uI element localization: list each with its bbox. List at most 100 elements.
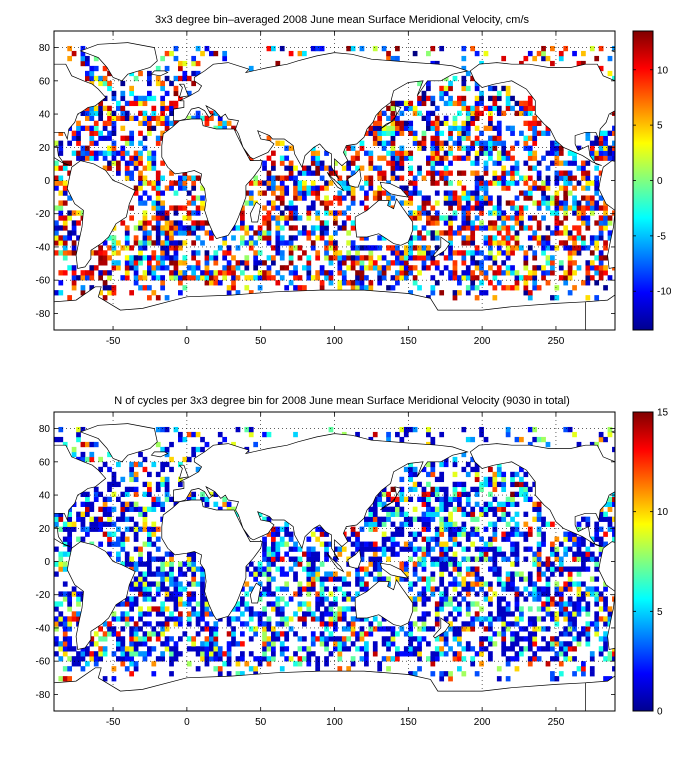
data-cell (483, 556, 489, 562)
data-cell (501, 215, 507, 221)
data-cell (129, 651, 135, 657)
data-cell (337, 175, 343, 181)
data-cell (377, 155, 383, 161)
data-cell (474, 571, 480, 577)
data-cell (279, 225, 285, 231)
data-cell (284, 285, 290, 291)
data-cell (505, 576, 511, 582)
data-cell (231, 636, 236, 642)
data-cell (350, 641, 356, 647)
data-cell (426, 511, 431, 517)
data-cell (288, 260, 294, 266)
data-cell (262, 636, 267, 642)
data-cell (488, 476, 493, 483)
data-cell (178, 205, 183, 211)
data-cell (107, 290, 112, 296)
data-cell (54, 230, 59, 236)
data-cell (133, 270, 139, 276)
data-cell (505, 531, 511, 537)
data-cell (333, 210, 338, 216)
data-cell (310, 185, 316, 191)
data-cell (62, 521, 68, 527)
data-cell (359, 260, 365, 266)
data-cell (297, 581, 303, 587)
data-cell (470, 616, 476, 622)
data-cell (572, 536, 577, 542)
data-cell (563, 180, 569, 186)
data-cell (160, 606, 166, 612)
data-cell (594, 616, 600, 622)
data-cell (483, 581, 489, 587)
data-cell (510, 541, 515, 547)
data-cell (346, 591, 352, 597)
data-cell (527, 576, 533, 582)
data-cell (519, 606, 524, 612)
data-cell (483, 626, 489, 632)
data-cell (67, 210, 73, 216)
data-cell (178, 601, 183, 607)
data-cell (563, 170, 569, 176)
data-cell (240, 621, 245, 627)
data-cell (514, 511, 520, 517)
data-cell (479, 511, 484, 517)
data-cell (315, 195, 321, 201)
data-cell (492, 471, 498, 478)
data-cell (448, 676, 453, 682)
data-cell (182, 586, 188, 592)
data-cell (403, 120, 409, 126)
data-cell (209, 651, 214, 657)
data-cell (297, 285, 303, 291)
data-cell (492, 140, 498, 146)
data-cell (412, 601, 418, 607)
data-cell (470, 170, 476, 176)
data-cell (377, 245, 383, 251)
data-cell (496, 676, 502, 682)
data-cell (98, 626, 104, 632)
data-cell (67, 616, 73, 622)
data-cell (297, 661, 303, 667)
data-cell (536, 200, 542, 206)
data-cell (421, 260, 427, 266)
data-cell (505, 646, 511, 652)
data-cell (545, 556, 551, 562)
data-cell (178, 175, 183, 181)
data-cell (501, 486, 507, 493)
data-cell (310, 160, 316, 166)
data-cell (319, 576, 325, 582)
data-cell (372, 265, 378, 271)
data-cell (111, 471, 117, 478)
data-cell (164, 646, 170, 652)
data-cell (310, 546, 316, 552)
data-cell (262, 591, 267, 597)
data-cell (607, 70, 613, 77)
data-cell (603, 225, 608, 231)
data-cell (324, 150, 329, 156)
data-cell (315, 536, 321, 542)
data-cell (200, 601, 205, 607)
data-cell (381, 641, 387, 647)
data-cell (470, 466, 476, 473)
data-cell (337, 210, 343, 216)
data-cell (341, 626, 347, 632)
data-cell (359, 526, 365, 532)
data-cell (527, 145, 533, 151)
data-cell (465, 210, 471, 216)
data-cell (231, 270, 236, 276)
data-cell (408, 120, 414, 126)
data-cell (54, 165, 59, 171)
data-cell (545, 441, 551, 448)
data-cell (297, 230, 303, 236)
data-cell (514, 280, 520, 286)
data-cell (496, 265, 502, 271)
data-cell (173, 205, 179, 211)
data-cell (319, 581, 325, 587)
data-cell (85, 155, 90, 161)
data-cell (306, 556, 312, 562)
data-cell (563, 546, 569, 552)
data-cell (594, 270, 600, 276)
data-cell (209, 491, 214, 498)
data-cell (248, 611, 254, 617)
data-cell (182, 270, 188, 276)
data-cell (585, 245, 591, 251)
